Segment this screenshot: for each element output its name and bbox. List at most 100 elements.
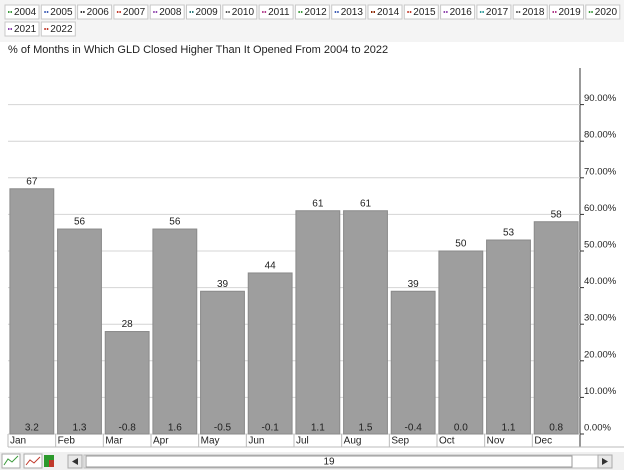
average-label: -0.1 (262, 423, 280, 434)
average-label: -0.5 (214, 423, 232, 434)
arrow-right (602, 458, 608, 465)
average-label: 1.5 (359, 423, 373, 434)
y-tick-label: 60.00% (584, 203, 617, 214)
value-label: 56 (74, 217, 86, 228)
bar (438, 250, 484, 435)
legend-label: 2018 (522, 7, 545, 18)
y-tick-label: 30.00% (584, 313, 617, 324)
legend-label: 2016 (450, 7, 473, 18)
value-label: 39 (408, 279, 420, 290)
x-tick-label: Sep (391, 436, 409, 447)
legend-item[interactable] (440, 4, 476, 20)
icon-square (49, 460, 54, 467)
legend-item[interactable] (149, 4, 185, 20)
average-label: 0.0 (454, 423, 468, 434)
bar (104, 331, 150, 435)
y-tick-label: 40.00% (584, 276, 617, 287)
bar (247, 272, 293, 435)
legend-item[interactable] (77, 4, 113, 20)
average-label: 1.6 (168, 423, 182, 434)
bar (57, 228, 102, 435)
value-label: 58 (551, 209, 563, 220)
legend-item[interactable] (186, 4, 221, 20)
legend-item[interactable] (549, 4, 584, 20)
legend-label: 2012 (304, 7, 327, 18)
value-label: 39 (217, 279, 229, 290)
legend-label: 2007 (123, 7, 146, 18)
x-tick-label: Mar (105, 436, 123, 447)
value-label: 50 (455, 239, 467, 250)
legend-item[interactable] (331, 4, 367, 20)
legend-label: 2021 (14, 24, 37, 35)
value-label: 67 (26, 176, 38, 187)
x-tick-label: Feb (58, 436, 76, 447)
legend-item[interactable] (4, 21, 40, 37)
y-tick-label: 90.00% (584, 93, 617, 104)
icon-line (25, 456, 41, 466)
average-label: 1.1 (311, 423, 325, 434)
y-tick-label: 50.00% (584, 240, 617, 251)
legend-item[interactable] (40, 4, 76, 20)
legend-label: 2004 (14, 7, 37, 18)
average-label: -0.8 (119, 423, 137, 434)
chart-title: % of Months in Which GLD Closed Higher T… (8, 44, 388, 56)
legend-label: 2022 (50, 24, 73, 35)
legend-item[interactable] (367, 4, 403, 20)
legend-label: 2006 (87, 7, 110, 18)
chart-type-icon[interactable] (23, 453, 43, 469)
value-label: 44 (265, 261, 277, 272)
legend-label: 2015 (413, 7, 436, 18)
legend-item[interactable] (258, 4, 294, 20)
value-label: 53 (503, 228, 515, 239)
y-tick-label: 10.00% (584, 386, 617, 397)
value-label: 61 (360, 198, 372, 209)
x-tick-label: May (201, 436, 220, 447)
bar (152, 228, 198, 435)
legend-item[interactable] (294, 4, 330, 20)
icon-line (3, 455, 19, 466)
x-tick-label: Jul (296, 436, 309, 447)
legend-item[interactable] (585, 4, 621, 20)
legend-item[interactable] (40, 21, 76, 37)
value-label: 56 (169, 217, 181, 228)
x-tick-label: Dec (534, 436, 552, 447)
legend-label: 2008 (159, 7, 182, 18)
bar (486, 239, 531, 435)
scroll-label: 19 (323, 457, 335, 468)
legend-label: 2013 (341, 7, 364, 18)
legend-label: 2005 (50, 7, 73, 18)
bar (9, 188, 55, 435)
average-label: 1.1 (502, 423, 516, 434)
legend-item[interactable] (403, 4, 439, 20)
average-label: 0.8 (549, 423, 563, 434)
legend-label: 2020 (595, 7, 618, 18)
arrow-left (72, 458, 78, 465)
y-tick-label: 80.00% (584, 130, 617, 141)
x-tick-label: Jun (248, 436, 264, 447)
legend-label: 2019 (559, 7, 582, 18)
legend-item[interactable] (113, 4, 149, 20)
x-tick-label: Apr (153, 436, 169, 447)
y-tick-label: 70.00% (584, 166, 617, 177)
y-tick-label: 20.00% (584, 349, 617, 360)
bar (390, 290, 436, 435)
x-tick-label: Jan (10, 436, 26, 447)
legend-label: 2014 (377, 7, 400, 18)
x-tick-label: Nov (487, 436, 505, 447)
value-label: 28 (122, 319, 134, 330)
y-tick-label: 0.00% (584, 423, 611, 434)
legend-item[interactable] (222, 4, 258, 20)
legend-item[interactable] (476, 4, 512, 20)
legend-label: 2009 (196, 7, 219, 18)
average-label: -0.4 (405, 423, 423, 434)
scroll-thumb[interactable] (85, 455, 573, 468)
average-label: 1.3 (73, 423, 87, 434)
legend-item[interactable] (512, 4, 548, 20)
legend-label: 2011 (268, 7, 290, 18)
value-label: 61 (312, 198, 324, 209)
legend-item[interactable] (4, 4, 40, 20)
bar (295, 210, 341, 435)
bar (200, 290, 245, 435)
bar (533, 221, 579, 435)
